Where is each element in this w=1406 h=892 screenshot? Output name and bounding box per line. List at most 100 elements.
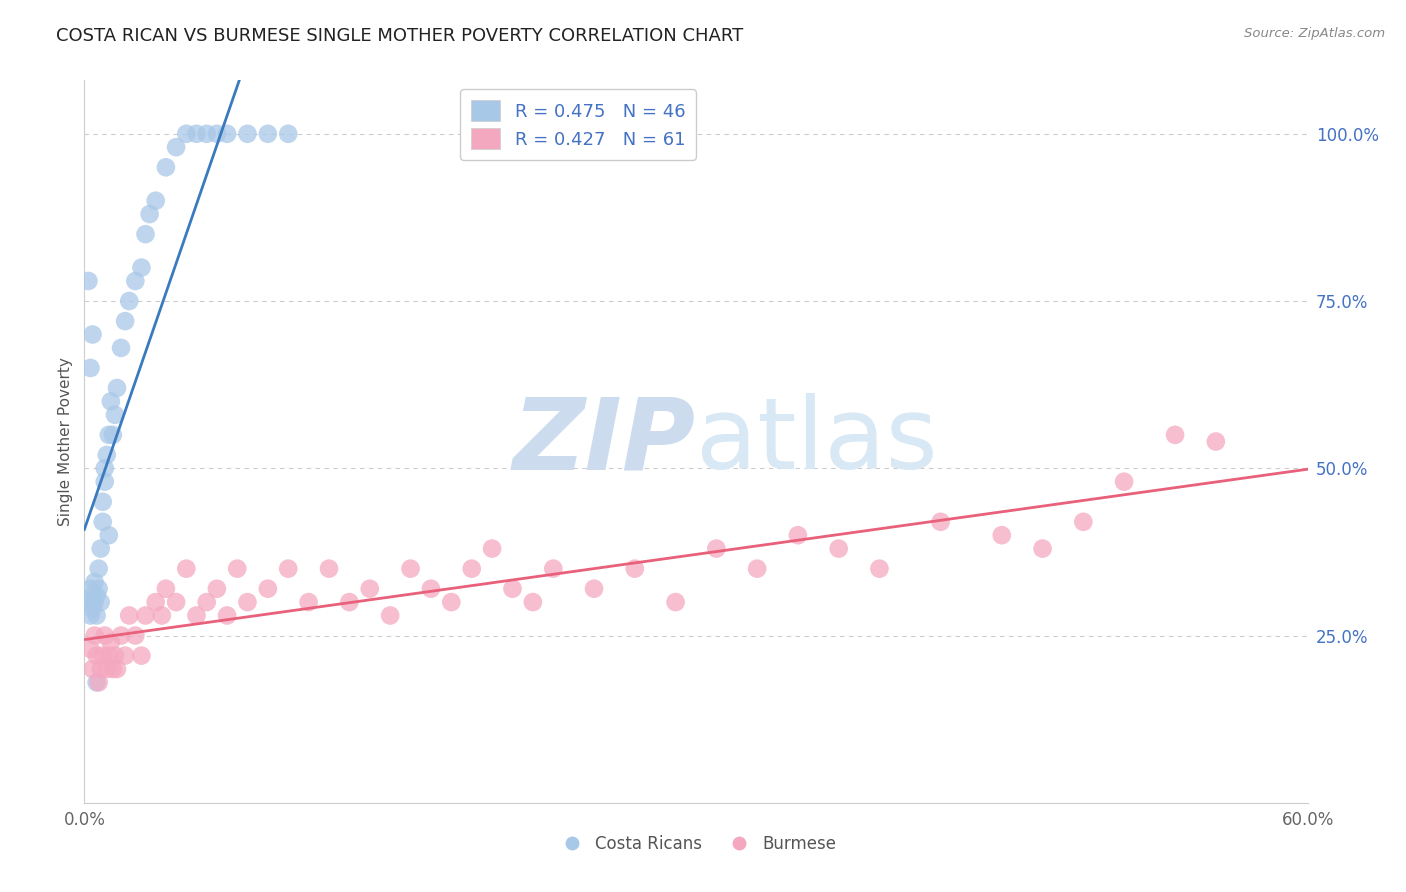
Point xyxy=(90,595,112,609)
Point xyxy=(399,562,422,576)
Point xyxy=(124,274,146,288)
Point xyxy=(79,582,101,596)
Point xyxy=(93,461,115,475)
Text: atlas: atlas xyxy=(696,393,938,490)
Point xyxy=(869,562,891,576)
Point xyxy=(93,475,115,489)
Point xyxy=(543,562,565,576)
Point xyxy=(380,608,402,623)
Legend: Costa Ricans, Burmese: Costa Ricans, Burmese xyxy=(548,828,844,860)
Point xyxy=(155,582,177,596)
Point xyxy=(135,608,157,623)
Point xyxy=(217,127,239,141)
Y-axis label: Single Mother Poverty: Single Mother Poverty xyxy=(58,357,73,526)
Point xyxy=(124,628,146,642)
Point xyxy=(79,361,101,376)
Point xyxy=(257,127,280,141)
Point xyxy=(86,589,108,603)
Point xyxy=(82,602,104,616)
Point xyxy=(359,582,381,596)
Point xyxy=(502,582,524,596)
Point xyxy=(440,595,463,609)
Point xyxy=(186,608,208,623)
Point xyxy=(87,582,110,596)
Point xyxy=(79,642,101,657)
Point xyxy=(118,294,141,309)
Point xyxy=(1205,434,1227,449)
Point xyxy=(96,448,118,462)
Point xyxy=(174,562,197,576)
Point xyxy=(118,608,141,623)
Point xyxy=(105,381,128,395)
Point xyxy=(420,582,443,596)
Point xyxy=(110,628,132,642)
Point xyxy=(97,648,120,663)
Point xyxy=(131,260,153,275)
Point xyxy=(86,648,108,663)
Point xyxy=(828,541,851,556)
Text: COSTA RICAN VS BURMESE SINGLE MOTHER POVERTY CORRELATION CHART: COSTA RICAN VS BURMESE SINGLE MOTHER POV… xyxy=(56,27,744,45)
Point xyxy=(90,541,112,556)
Point xyxy=(174,127,197,141)
Point xyxy=(93,628,115,642)
Point xyxy=(101,662,124,676)
Point xyxy=(145,595,167,609)
Point xyxy=(83,595,105,609)
Point xyxy=(83,575,105,590)
Point xyxy=(205,582,228,596)
Point xyxy=(481,541,503,556)
Point xyxy=(97,427,120,442)
Point xyxy=(339,595,361,609)
Point xyxy=(318,562,340,576)
Point xyxy=(86,675,108,690)
Point xyxy=(96,662,118,676)
Point xyxy=(79,595,101,609)
Point xyxy=(150,608,173,623)
Point xyxy=(236,595,259,609)
Point xyxy=(929,515,952,529)
Point xyxy=(87,562,110,576)
Point xyxy=(277,127,299,141)
Point xyxy=(87,675,110,690)
Point xyxy=(461,562,484,576)
Point xyxy=(91,494,114,508)
Point xyxy=(91,515,114,529)
Point xyxy=(90,662,112,676)
Text: Source: ZipAtlas.com: Source: ZipAtlas.com xyxy=(1244,27,1385,40)
Point xyxy=(226,562,249,576)
Point xyxy=(138,207,160,221)
Point xyxy=(97,528,120,542)
Point xyxy=(131,648,153,663)
Point xyxy=(83,628,105,642)
Point xyxy=(257,582,280,596)
Point xyxy=(79,608,101,623)
Point xyxy=(1032,541,1054,556)
Point xyxy=(706,541,728,556)
Point xyxy=(195,127,218,141)
Point xyxy=(277,562,299,576)
Point xyxy=(205,127,228,141)
Point xyxy=(104,648,127,663)
Point xyxy=(195,595,218,609)
Point xyxy=(165,140,187,154)
Point xyxy=(82,589,104,603)
Point xyxy=(186,127,208,141)
Point xyxy=(747,562,769,576)
Point xyxy=(298,595,321,609)
Point xyxy=(624,562,647,576)
Point xyxy=(787,528,810,542)
Point xyxy=(665,595,688,609)
Point xyxy=(101,427,124,442)
Point xyxy=(155,161,177,175)
Point xyxy=(991,528,1014,542)
Point xyxy=(110,341,132,355)
Point xyxy=(82,662,104,676)
Point xyxy=(82,327,104,342)
Point xyxy=(105,662,128,676)
Point xyxy=(522,595,544,609)
Point xyxy=(165,595,187,609)
Point xyxy=(135,227,157,242)
Point xyxy=(114,314,136,328)
Point xyxy=(1164,427,1187,442)
Point xyxy=(1114,475,1136,489)
